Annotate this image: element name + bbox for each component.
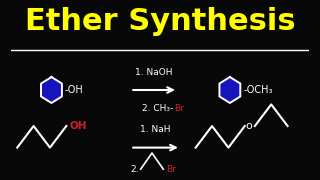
Text: 2.: 2. <box>130 165 139 174</box>
Text: Br: Br <box>174 103 184 112</box>
Polygon shape <box>41 77 62 103</box>
Text: Br: Br <box>166 165 176 174</box>
Text: 1. NaOH: 1. NaOH <box>135 68 173 76</box>
Text: Ether Synthesis: Ether Synthesis <box>25 7 295 36</box>
Polygon shape <box>220 77 240 103</box>
Text: o: o <box>245 121 252 131</box>
Text: 2. CH₃-: 2. CH₃- <box>142 103 173 112</box>
Text: OH: OH <box>69 121 87 131</box>
Text: 1. NaH: 1. NaH <box>140 125 171 134</box>
Text: -OCH₃: -OCH₃ <box>244 85 273 95</box>
Text: -OH: -OH <box>65 85 84 95</box>
